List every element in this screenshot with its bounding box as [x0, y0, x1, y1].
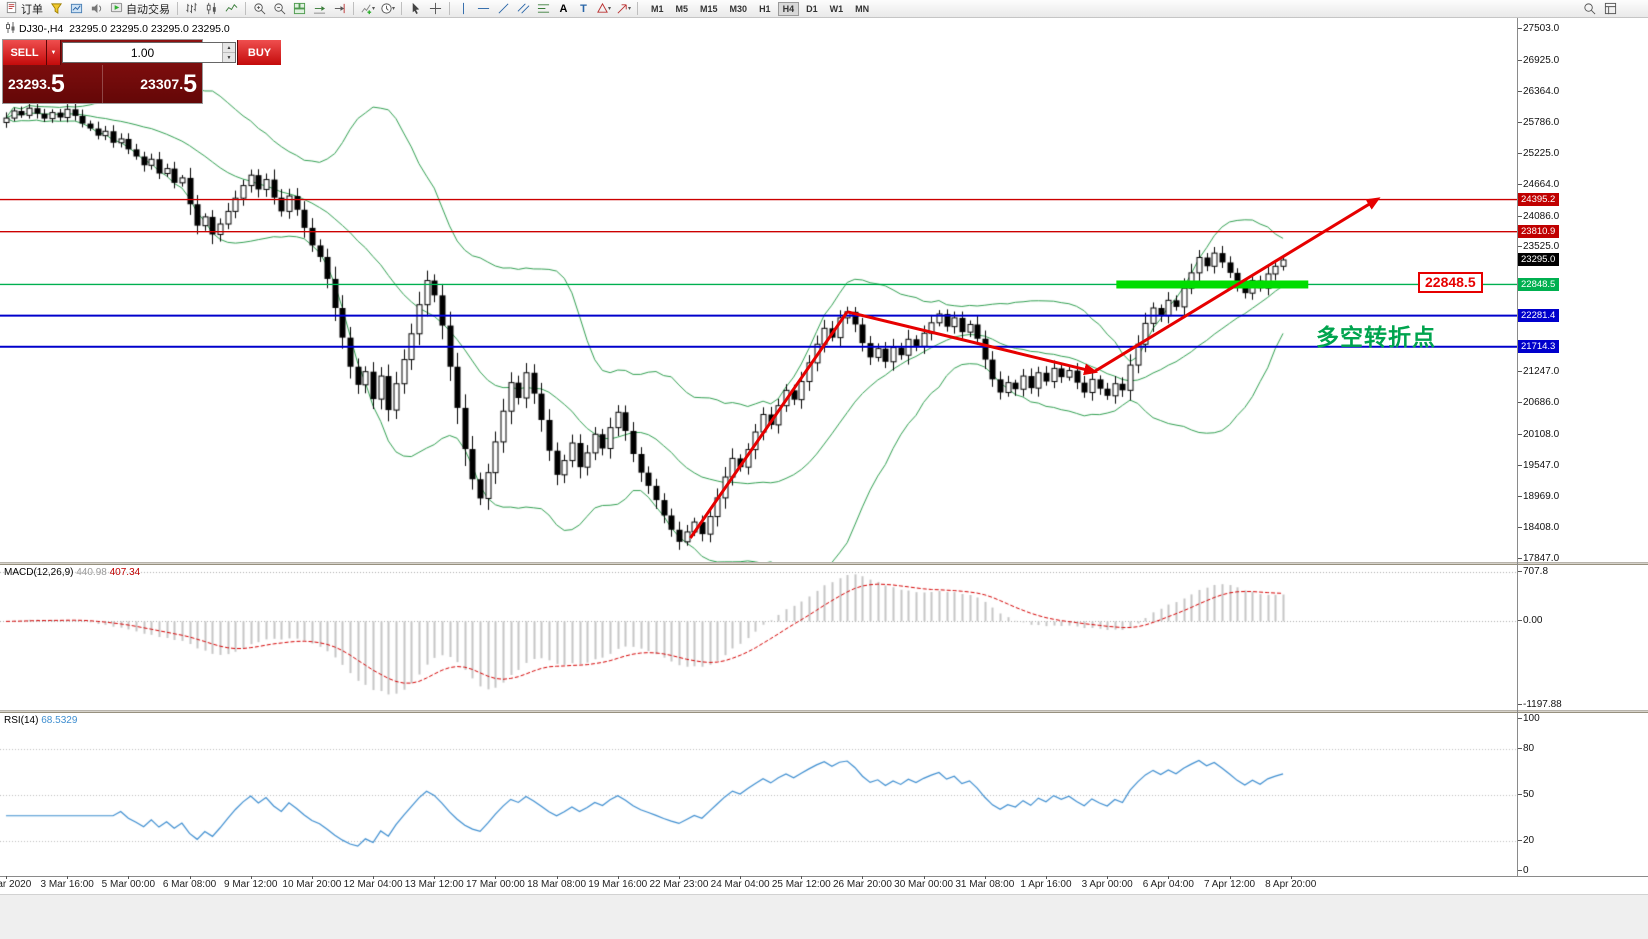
main-toolbar: 订单 自动交易 ▾ ▾ A T ▾ ▾ M1 M5 — [0, 0, 1648, 18]
zoom-in-icon[interactable] — [250, 1, 269, 16]
timeframe-toolbar: M1 M5 M15 M30 H1 H4 D1 W1 MN — [646, 1, 874, 16]
volume-control: ▲ ▼ — [62, 42, 236, 63]
toolbar-separator — [353, 2, 354, 15]
vertical-line-tool-icon[interactable] — [454, 1, 473, 16]
new-order-icon — [5, 1, 18, 17]
search-icon[interactable] — [1580, 1, 1599, 16]
panel-splitter[interactable] — [0, 562, 1648, 565]
new-order-label: 订单 — [21, 3, 43, 16]
timeframe-h4[interactable]: H4 — [777, 1, 800, 16]
indicators-icon[interactable]: ▾ — [358, 1, 377, 16]
line-chart-icon[interactable] — [222, 1, 241, 16]
autotrading-icon — [110, 1, 123, 17]
trendline-tool-icon[interactable] — [494, 1, 513, 16]
sound-icon[interactable] — [87, 1, 106, 16]
toolbar-separator — [637, 2, 638, 15]
fibonacci-tool-icon[interactable] — [534, 1, 553, 16]
turning-point-annotation: 多空转折点 — [1316, 324, 1436, 350]
timeframe-d1[interactable]: D1 — [806, 3, 818, 14]
timeframe-m15[interactable]: M15 — [700, 3, 718, 14]
chevron-down-icon: ▾ — [627, 6, 631, 12]
chart-symbol-info: DJ30-,H4 23295.0 23295.0 23295.0 23295.0 — [6, 22, 230, 36]
market-watch-icon[interactable] — [67, 1, 86, 16]
volume-up-button[interactable]: ▲ — [223, 43, 235, 53]
channel-tool-icon[interactable] — [514, 1, 533, 16]
zoom-out-icon[interactable] — [270, 1, 289, 16]
buy-button[interactable]: BUY — [237, 40, 281, 65]
tile-windows-icon[interactable] — [290, 1, 309, 16]
buy-price[interactable]: 23307. 5 — [102, 65, 202, 103]
timeframe-m1[interactable]: M1 — [651, 3, 664, 14]
symbol-ohlc-text: DJ30-,H4 23295.0 23295.0 23295.0 23295.0 — [19, 23, 230, 35]
one-click-trade-panel: SELL ▼ ▲ ▼ BUY 23293.5 23307.5 — [2, 39, 281, 104]
rsi-label: RSI(14) 68.5329 — [4, 715, 78, 726]
macd-panel[interactable] — [0, 565, 1517, 710]
chevron-down-icon: ▾ — [391, 6, 395, 12]
horizontal-line-tool-icon[interactable] — [474, 1, 493, 16]
bar-chart-icon[interactable] — [182, 1, 201, 16]
new-window-icon[interactable] — [1601, 1, 1620, 16]
toolbar-separator — [401, 2, 402, 15]
time-axis-border — [0, 876, 1648, 877]
text-tool-icon[interactable]: A — [559, 2, 568, 15]
toolbar-separator — [177, 2, 178, 15]
symbol-candle-icon — [6, 22, 15, 36]
autotrading-label: 自动交易 — [126, 3, 170, 16]
timeframe-mn[interactable]: MN — [855, 3, 870, 14]
volume-down-button[interactable]: ▼ — [223, 53, 235, 62]
sell-button[interactable]: SELL — [3, 40, 47, 65]
macd-label: MACD(12,26,9) 440.98 407.34 — [4, 567, 141, 578]
time-axis[interactable] — [0, 877, 1517, 894]
arrows-tool-icon[interactable]: ▾ — [614, 1, 633, 16]
new-order-button[interactable]: 订单 — [2, 1, 46, 17]
autotrading-button[interactable]: 自动交易 — [107, 1, 173, 17]
main-chart[interactable] — [0, 18, 1517, 562]
timeframe-m5[interactable]: M5 — [675, 3, 689, 14]
volume-input[interactable] — [63, 43, 222, 62]
funnel-icon[interactable] — [47, 1, 66, 16]
shapes-tool-icon[interactable]: ▾ — [594, 1, 613, 16]
auto-scroll-icon[interactable] — [310, 1, 329, 16]
timeframe-w1[interactable]: W1 — [829, 3, 844, 14]
toolbar-separator — [449, 2, 450, 15]
rsi-panel[interactable] — [0, 713, 1517, 876]
chart-shift-icon[interactable] — [330, 1, 349, 16]
candlestick-chart-icon[interactable] — [202, 1, 221, 16]
toolbar-separator — [245, 2, 246, 15]
price-axis-border — [1517, 18, 1518, 876]
crosshair-icon[interactable] — [426, 1, 445, 16]
periods-icon[interactable]: ▾ — [378, 1, 397, 16]
timeframe-h1[interactable]: H1 — [759, 3, 771, 14]
chevron-down-icon: ▾ — [607, 6, 611, 12]
cursor-icon[interactable] — [406, 1, 425, 16]
sell-price[interactable]: 23293. 5 — [8, 70, 65, 98]
label-tool-icon[interactable]: T — [580, 2, 587, 15]
volume-spinner: ▲ ▼ — [222, 43, 235, 62]
timeframe-m30[interactable]: M30 — [729, 3, 748, 14]
status-strip — [0, 894, 1648, 939]
sell-dropdown-button[interactable]: ▼ — [47, 40, 61, 65]
panel-splitter[interactable] — [0, 710, 1648, 713]
price-axis[interactable] — [1518, 18, 1648, 876]
price-level-box: 22848.5 — [1418, 272, 1483, 293]
chevron-down-icon: ▾ — [371, 6, 375, 12]
